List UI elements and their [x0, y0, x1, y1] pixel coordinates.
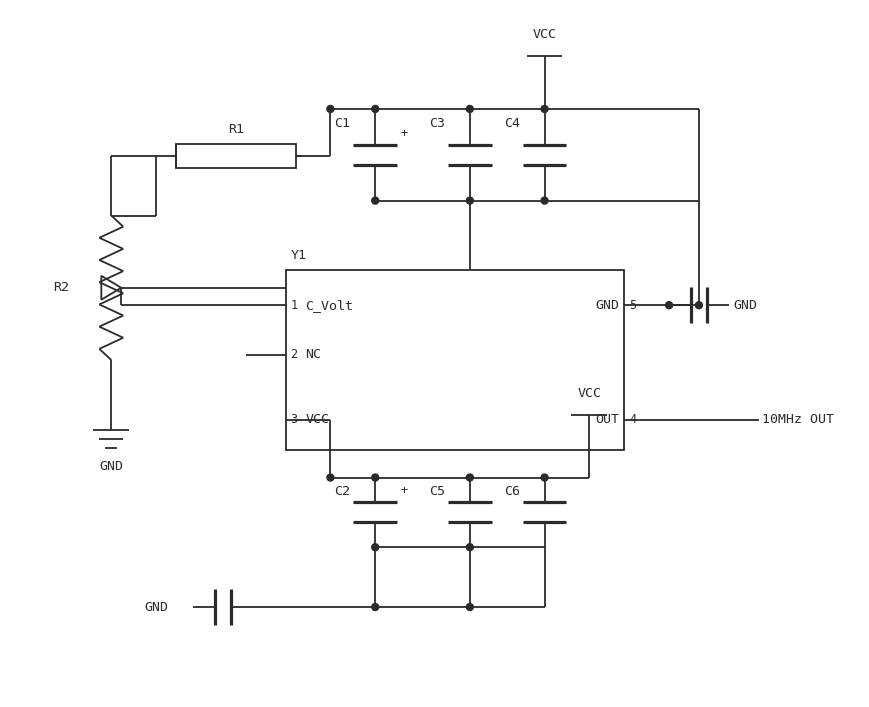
Text: GND: GND: [99, 460, 123, 472]
Text: 3: 3: [290, 413, 297, 426]
Circle shape: [541, 474, 547, 481]
Text: R2: R2: [53, 281, 70, 294]
Text: +: +: [400, 127, 407, 140]
Text: C4: C4: [503, 117, 519, 130]
Text: VCC: VCC: [305, 413, 329, 426]
Circle shape: [371, 544, 378, 551]
Bar: [285, 270, 624, 450]
Circle shape: [665, 302, 672, 309]
Circle shape: [466, 197, 473, 204]
Text: +: +: [400, 484, 407, 498]
Circle shape: [466, 474, 473, 481]
Text: 1: 1: [290, 298, 297, 312]
Circle shape: [371, 105, 378, 112]
Text: GND: GND: [594, 298, 619, 312]
Text: C6: C6: [503, 486, 519, 498]
Circle shape: [371, 474, 378, 481]
Text: OUT: OUT: [594, 413, 619, 426]
Text: C1: C1: [334, 117, 350, 130]
Circle shape: [466, 604, 473, 610]
Text: C2: C2: [334, 486, 350, 498]
Circle shape: [541, 105, 547, 112]
Text: C_Volt: C_Volt: [305, 298, 353, 312]
Bar: [176, 144, 295, 168]
Circle shape: [327, 474, 334, 481]
Circle shape: [541, 197, 547, 204]
Circle shape: [466, 105, 473, 112]
Circle shape: [371, 197, 378, 204]
Text: 4: 4: [628, 413, 635, 426]
Text: Y1: Y1: [290, 249, 306, 262]
Text: R1: R1: [228, 123, 243, 136]
Text: 2: 2: [290, 349, 297, 361]
Circle shape: [466, 544, 473, 551]
Text: NC: NC: [305, 349, 322, 361]
Text: C3: C3: [428, 117, 444, 130]
Text: VCC: VCC: [532, 28, 556, 41]
Circle shape: [371, 604, 378, 610]
Text: GND: GND: [733, 298, 757, 312]
Text: 5: 5: [628, 298, 635, 312]
Circle shape: [327, 105, 334, 112]
Text: 10MHz OUT: 10MHz OUT: [761, 413, 833, 426]
Circle shape: [694, 302, 701, 309]
Text: C5: C5: [428, 486, 444, 498]
Text: GND: GND: [144, 600, 168, 614]
Text: VCC: VCC: [577, 387, 600, 400]
